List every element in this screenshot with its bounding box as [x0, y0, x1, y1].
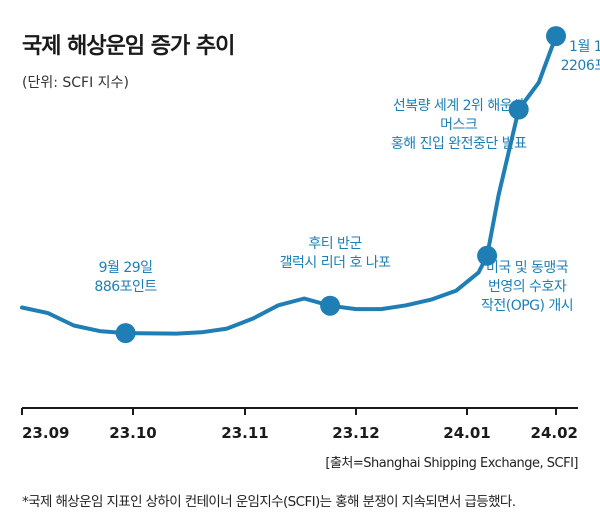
x-tick-label: 23.09 — [22, 424, 69, 442]
event-annotation-line: 갤럭시 리더 호 나포 — [280, 255, 392, 271]
event-annotation-line: 후티 반군 — [308, 236, 362, 252]
x-tick-label: 24.02 — [531, 424, 578, 442]
event-annotation-line: 9월 29일 — [99, 260, 153, 276]
event-annotation: 1월 12일 2206포인트 — [561, 39, 600, 74]
unit-label: (단위: SCFI 지수) — [22, 75, 129, 91]
x-tick-label: 23.11 — [221, 424, 268, 442]
event-annotation-line: 선복량 세계 2위 해운사 — [393, 98, 525, 114]
event-annotation: 9월 29일 886포인트 — [94, 260, 157, 295]
chart-title: 국제 해상운임 증가 추이 — [22, 34, 235, 59]
footnote: *국제 해상운임 지표인 상하이 컨테이너 운임지수(SCFI)는 홍해 분쟁이… — [22, 494, 516, 510]
x-tick-label: 23.10 — [109, 424, 156, 442]
event-marker — [477, 245, 498, 266]
event-annotation-line: 홍해 진입 완전중단 발표 — [391, 136, 527, 152]
event-marker — [115, 323, 136, 344]
event-annotation-line: 작전(OPG) 개시 — [481, 298, 573, 314]
event-annotation-line: 2206포인트 — [561, 58, 600, 74]
x-tick-label: 24.01 — [443, 424, 490, 442]
event-annotation-line: 머스크 — [440, 117, 478, 133]
event-annotation-line: 1월 12일 — [569, 39, 600, 55]
event-marker — [546, 26, 566, 47]
event-annotation-line: 886포인트 — [94, 279, 157, 295]
event-annotation-line: 번영의 수호자 — [488, 279, 567, 295]
event-marker — [320, 295, 341, 316]
event-marker — [508, 99, 529, 120]
x-tick-label: 23.12 — [332, 424, 379, 442]
event-annotation-line: 미국 및 동맹국 — [486, 260, 569, 276]
source-label: [출처=Shanghai Shipping Exchange, SCFI] — [325, 456, 578, 471]
